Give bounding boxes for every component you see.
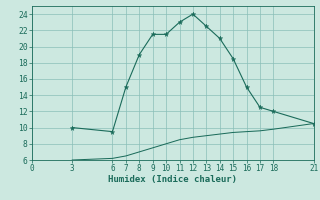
X-axis label: Humidex (Indice chaleur): Humidex (Indice chaleur) <box>108 175 237 184</box>
